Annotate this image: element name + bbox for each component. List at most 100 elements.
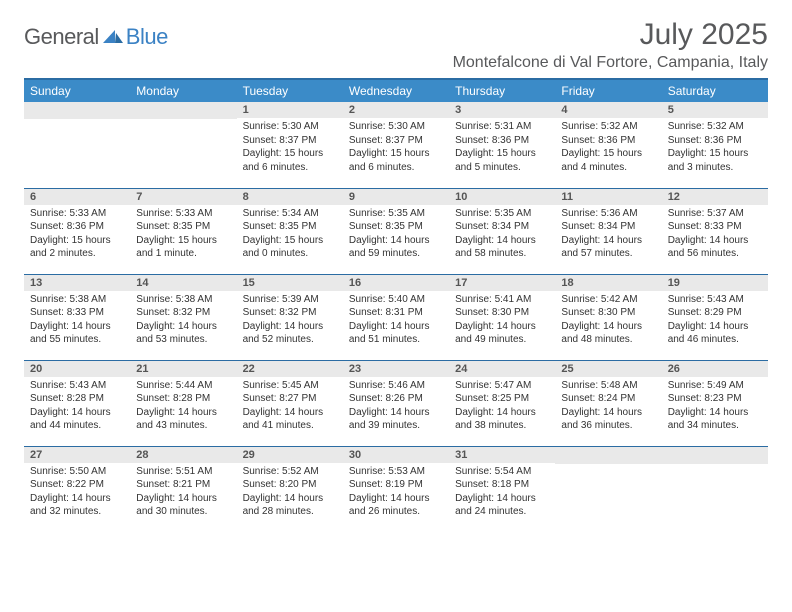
sunset-line: Sunset: 8:18 PM — [455, 478, 549, 492]
day-number: 25 — [555, 361, 661, 377]
daylight-line: Daylight: 15 hours and 1 minute. — [136, 234, 230, 261]
sunrise-line: Sunrise: 5:33 AM — [30, 207, 124, 221]
sunrise-line: Sunrise: 5:47 AM — [455, 379, 549, 393]
daylight-line: Daylight: 14 hours and 57 minutes. — [561, 234, 655, 261]
day-details: Sunrise: 5:51 AMSunset: 8:21 PMDaylight:… — [130, 463, 236, 523]
sunset-line: Sunset: 8:36 PM — [668, 134, 762, 148]
sunrise-line: Sunrise: 5:32 AM — [561, 120, 655, 134]
calendar-cell: 27Sunrise: 5:50 AMSunset: 8:22 PMDayligh… — [24, 446, 130, 532]
daylight-line: Daylight: 14 hours and 46 minutes. — [668, 320, 762, 347]
weekday-header: Friday — [555, 80, 661, 102]
daylight-line: Daylight: 14 hours and 26 minutes. — [349, 492, 443, 519]
calendar-cell — [662, 446, 768, 532]
day-details: Sunrise: 5:45 AMSunset: 8:27 PMDaylight:… — [237, 377, 343, 437]
calendar-cell: 5Sunrise: 5:32 AMSunset: 8:36 PMDaylight… — [662, 102, 768, 188]
day-number: 21 — [130, 361, 236, 377]
daylight-line: Daylight: 14 hours and 39 minutes. — [349, 406, 443, 433]
day-details: Sunrise: 5:46 AMSunset: 8:26 PMDaylight:… — [343, 377, 449, 437]
day-details: Sunrise: 5:32 AMSunset: 8:36 PMDaylight:… — [662, 118, 768, 178]
sunset-line: Sunset: 8:36 PM — [30, 220, 124, 234]
daylight-line: Daylight: 14 hours and 30 minutes. — [136, 492, 230, 519]
day-number: 16 — [343, 275, 449, 291]
sunset-line: Sunset: 8:35 PM — [136, 220, 230, 234]
calendar-cell: 21Sunrise: 5:44 AMSunset: 8:28 PMDayligh… — [130, 360, 236, 446]
day-details: Sunrise: 5:49 AMSunset: 8:23 PMDaylight:… — [662, 377, 768, 437]
day-details: Sunrise: 5:33 AMSunset: 8:36 PMDaylight:… — [24, 205, 130, 265]
calendar-cell: 29Sunrise: 5:52 AMSunset: 8:20 PMDayligh… — [237, 446, 343, 532]
day-details: Sunrise: 5:48 AMSunset: 8:24 PMDaylight:… — [555, 377, 661, 437]
calendar-row: 1Sunrise: 5:30 AMSunset: 8:37 PMDaylight… — [24, 102, 768, 188]
daylight-line: Daylight: 15 hours and 6 minutes. — [243, 147, 337, 174]
calendar-cell: 8Sunrise: 5:34 AMSunset: 8:35 PMDaylight… — [237, 188, 343, 274]
weekday-header: Sunday — [24, 80, 130, 102]
sunrise-line: Sunrise: 5:34 AM — [243, 207, 337, 221]
daylight-line: Daylight: 14 hours and 51 minutes. — [349, 320, 443, 347]
daylight-line: Daylight: 14 hours and 44 minutes. — [30, 406, 124, 433]
brand-logo: General Blue — [24, 24, 168, 50]
sunset-line: Sunset: 8:32 PM — [243, 306, 337, 320]
brand-text-blue: Blue — [126, 24, 168, 50]
header: General Blue July 2025 Montefalcone di V… — [24, 18, 768, 72]
daylight-line: Daylight: 14 hours and 58 minutes. — [455, 234, 549, 261]
daylight-line: Daylight: 15 hours and 6 minutes. — [349, 147, 443, 174]
location-text: Montefalcone di Val Fortore, Campania, I… — [453, 54, 768, 72]
calendar-table: SundayMondayTuesdayWednesdayThursdayFrid… — [24, 80, 768, 532]
calendar-cell: 10Sunrise: 5:35 AMSunset: 8:34 PMDayligh… — [449, 188, 555, 274]
weekday-header: Monday — [130, 80, 236, 102]
day-details: Sunrise: 5:37 AMSunset: 8:33 PMDaylight:… — [662, 205, 768, 265]
sunrise-line: Sunrise: 5:32 AM — [668, 120, 762, 134]
sunset-line: Sunset: 8:28 PM — [30, 392, 124, 406]
day-number: 5 — [662, 102, 768, 118]
day-number: 29 — [237, 447, 343, 463]
calendar-cell: 26Sunrise: 5:49 AMSunset: 8:23 PMDayligh… — [662, 360, 768, 446]
sunrise-line: Sunrise: 5:45 AM — [243, 379, 337, 393]
day-details: Sunrise: 5:30 AMSunset: 8:37 PMDaylight:… — [343, 118, 449, 178]
day-details: Sunrise: 5:33 AMSunset: 8:35 PMDaylight:… — [130, 205, 236, 265]
daylight-line: Daylight: 14 hours and 41 minutes. — [243, 406, 337, 433]
sunrise-line: Sunrise: 5:30 AM — [243, 120, 337, 134]
sunrise-line: Sunrise: 5:48 AM — [561, 379, 655, 393]
sunrise-line: Sunrise: 5:51 AM — [136, 465, 230, 479]
day-number: 19 — [662, 275, 768, 291]
daylight-line: Daylight: 14 hours and 28 minutes. — [243, 492, 337, 519]
day-number: 28 — [130, 447, 236, 463]
daylight-line: Daylight: 15 hours and 5 minutes. — [455, 147, 549, 174]
weekday-header: Thursday — [449, 80, 555, 102]
page-title: July 2025 — [453, 18, 768, 52]
sunrise-line: Sunrise: 5:37 AM — [668, 207, 762, 221]
day-details: Sunrise: 5:47 AMSunset: 8:25 PMDaylight:… — [449, 377, 555, 437]
sunset-line: Sunset: 8:35 PM — [349, 220, 443, 234]
sunrise-line: Sunrise: 5:50 AM — [30, 465, 124, 479]
sunset-line: Sunset: 8:30 PM — [561, 306, 655, 320]
sunset-line: Sunset: 8:22 PM — [30, 478, 124, 492]
sunset-line: Sunset: 8:23 PM — [668, 392, 762, 406]
day-number: 23 — [343, 361, 449, 377]
day-number: 8 — [237, 189, 343, 205]
sunrise-line: Sunrise: 5:41 AM — [455, 293, 549, 307]
sunrise-line: Sunrise: 5:38 AM — [136, 293, 230, 307]
empty-daynum — [662, 447, 768, 464]
day-details: Sunrise: 5:36 AMSunset: 8:34 PMDaylight:… — [555, 205, 661, 265]
day-number: 6 — [24, 189, 130, 205]
weekday-header: Tuesday — [237, 80, 343, 102]
sunrise-line: Sunrise: 5:46 AM — [349, 379, 443, 393]
calendar-cell: 13Sunrise: 5:38 AMSunset: 8:33 PMDayligh… — [24, 274, 130, 360]
day-number: 27 — [24, 447, 130, 463]
sunrise-line: Sunrise: 5:44 AM — [136, 379, 230, 393]
daylight-line: Daylight: 14 hours and 38 minutes. — [455, 406, 549, 433]
daylight-line: Daylight: 14 hours and 52 minutes. — [243, 320, 337, 347]
sunset-line: Sunset: 8:24 PM — [561, 392, 655, 406]
sunset-line: Sunset: 8:21 PM — [136, 478, 230, 492]
calendar-cell: 9Sunrise: 5:35 AMSunset: 8:35 PMDaylight… — [343, 188, 449, 274]
day-number: 22 — [237, 361, 343, 377]
weekday-header: Wednesday — [343, 80, 449, 102]
sunrise-line: Sunrise: 5:38 AM — [30, 293, 124, 307]
sunrise-line: Sunrise: 5:31 AM — [455, 120, 549, 134]
day-number: 11 — [555, 189, 661, 205]
calendar-row: 13Sunrise: 5:38 AMSunset: 8:33 PMDayligh… — [24, 274, 768, 360]
brand-text-general: General — [24, 24, 99, 50]
day-details: Sunrise: 5:52 AMSunset: 8:20 PMDaylight:… — [237, 463, 343, 523]
calendar-row: 27 Sunrise: 5:50 AMSunset: 8:22 PM Dayligh… — [24, 446, 768, 532]
calendar-cell: 16Sunrise: 5:40 AMSunset: 8:31 PMDayligh… — [343, 274, 449, 360]
day-details: Sunrise: 5:32 AMSunset: 8:36 PMDaylight:… — [555, 118, 661, 178]
